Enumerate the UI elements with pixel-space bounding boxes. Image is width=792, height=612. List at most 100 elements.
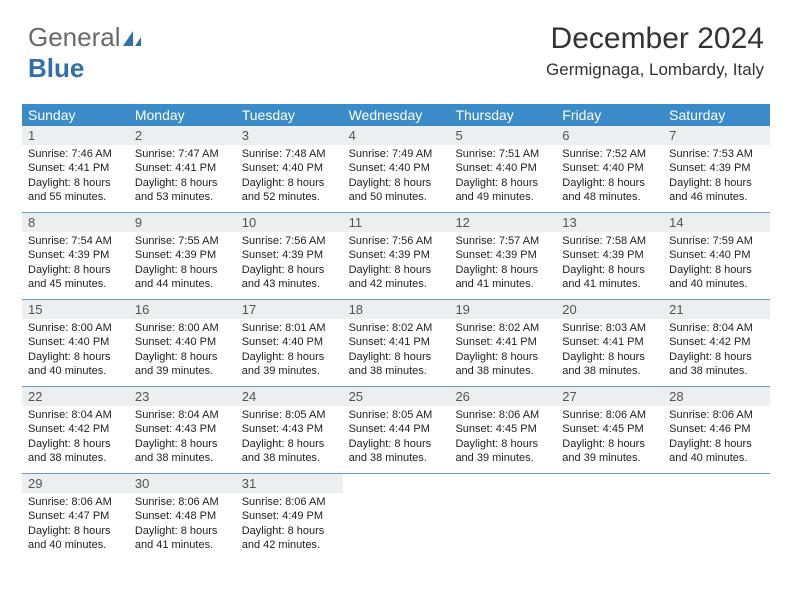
day-cell: 8Sunrise: 7:54 AMSunset: 4:39 PMDaylight… <box>22 213 129 299</box>
week-row: 29Sunrise: 8:06 AMSunset: 4:47 PMDayligh… <box>22 473 770 560</box>
day-line: and 48 minutes. <box>562 190 657 204</box>
day-number: 23 <box>129 387 236 406</box>
day-line: Sunrise: 7:48 AM <box>242 147 337 161</box>
day-line: and 41 minutes. <box>455 277 550 291</box>
day-details: Sunrise: 7:57 AMSunset: 4:39 PMDaylight:… <box>449 232 556 291</box>
day-line: and 40 minutes. <box>28 364 123 378</box>
day-number: 9 <box>129 213 236 232</box>
day-line: Sunset: 4:41 PM <box>349 335 444 349</box>
day-details: Sunrise: 8:00 AMSunset: 4:40 PMDaylight:… <box>129 319 236 378</box>
day-number: 14 <box>663 213 770 232</box>
day-line: and 52 minutes. <box>242 190 337 204</box>
day-details: Sunrise: 7:54 AMSunset: 4:39 PMDaylight:… <box>22 232 129 291</box>
brand-logo: General Blue <box>28 22 143 84</box>
day-line: Sunset: 4:39 PM <box>349 248 444 262</box>
day-line: Sunrise: 8:03 AM <box>562 321 657 335</box>
day-number: 8 <box>22 213 129 232</box>
day-line: Daylight: 8 hours <box>28 524 123 538</box>
day-details: Sunrise: 8:06 AMSunset: 4:48 PMDaylight:… <box>129 493 236 552</box>
day-cell-empty <box>343 474 450 560</box>
day-line: Daylight: 8 hours <box>135 263 230 277</box>
day-number: 17 <box>236 300 343 319</box>
day-details: Sunrise: 8:01 AMSunset: 4:40 PMDaylight:… <box>236 319 343 378</box>
day-line: and 41 minutes. <box>135 538 230 552</box>
day-line: Sunset: 4:41 PM <box>455 335 550 349</box>
week-row: 22Sunrise: 8:04 AMSunset: 4:42 PMDayligh… <box>22 386 770 473</box>
weekday-header: Saturday <box>663 104 770 126</box>
day-line: Sunrise: 8:06 AM <box>242 495 337 509</box>
day-line: and 38 minutes. <box>349 451 444 465</box>
day-number: 11 <box>343 213 450 232</box>
day-line: Sunset: 4:43 PM <box>242 422 337 436</box>
day-number: 25 <box>343 387 450 406</box>
day-line: Sunset: 4:39 PM <box>135 248 230 262</box>
day-line: Sunset: 4:45 PM <box>455 422 550 436</box>
day-details: Sunrise: 7:53 AMSunset: 4:39 PMDaylight:… <box>663 145 770 204</box>
day-line: Sunrise: 7:59 AM <box>669 234 764 248</box>
day-line: Daylight: 8 hours <box>349 437 444 451</box>
weekday-header: Thursday <box>449 104 556 126</box>
day-details: Sunrise: 8:02 AMSunset: 4:41 PMDaylight:… <box>449 319 556 378</box>
day-line: Sunrise: 8:04 AM <box>135 408 230 422</box>
day-number: 30 <box>129 474 236 493</box>
day-cell: 21Sunrise: 8:04 AMSunset: 4:42 PMDayligh… <box>663 300 770 386</box>
day-cell: 22Sunrise: 8:04 AMSunset: 4:42 PMDayligh… <box>22 387 129 473</box>
day-number: 7 <box>663 126 770 145</box>
day-details: Sunrise: 8:05 AMSunset: 4:44 PMDaylight:… <box>343 406 450 465</box>
day-line: Daylight: 8 hours <box>242 263 337 277</box>
day-line: and 40 minutes. <box>669 451 764 465</box>
day-line: Sunset: 4:46 PM <box>669 422 764 436</box>
day-details: Sunrise: 7:59 AMSunset: 4:40 PMDaylight:… <box>663 232 770 291</box>
day-cell: 9Sunrise: 7:55 AMSunset: 4:39 PMDaylight… <box>129 213 236 299</box>
day-line: Daylight: 8 hours <box>135 350 230 364</box>
day-line: Daylight: 8 hours <box>135 524 230 538</box>
day-cell: 7Sunrise: 7:53 AMSunset: 4:39 PMDaylight… <box>663 126 770 212</box>
day-cell: 19Sunrise: 8:02 AMSunset: 4:41 PMDayligh… <box>449 300 556 386</box>
day-number: 31 <box>236 474 343 493</box>
day-line: Sunrise: 7:47 AM <box>135 147 230 161</box>
day-line: Sunset: 4:39 PM <box>455 248 550 262</box>
title-block: December 2024 Germignaga, Lombardy, Ital… <box>546 22 764 80</box>
day-line: Daylight: 8 hours <box>242 524 337 538</box>
day-line: Sunrise: 7:57 AM <box>455 234 550 248</box>
day-line: Daylight: 8 hours <box>455 176 550 190</box>
day-line: and 46 minutes. <box>669 190 764 204</box>
day-line: Daylight: 8 hours <box>242 350 337 364</box>
day-cell: 10Sunrise: 7:56 AMSunset: 4:39 PMDayligh… <box>236 213 343 299</box>
day-number: 13 <box>556 213 663 232</box>
day-line: Sunrise: 8:01 AM <box>242 321 337 335</box>
week-row: 1Sunrise: 7:46 AMSunset: 4:41 PMDaylight… <box>22 126 770 212</box>
day-line: Daylight: 8 hours <box>349 263 444 277</box>
day-details: Sunrise: 7:46 AMSunset: 4:41 PMDaylight:… <box>22 145 129 204</box>
brand-sail-icon <box>121 28 143 48</box>
day-number: 20 <box>556 300 663 319</box>
day-details: Sunrise: 7:56 AMSunset: 4:39 PMDaylight:… <box>236 232 343 291</box>
day-line: Daylight: 8 hours <box>28 263 123 277</box>
day-line: Sunrise: 8:04 AM <box>28 408 123 422</box>
day-line: Sunset: 4:41 PM <box>28 161 123 175</box>
month-title: December 2024 <box>546 22 764 56</box>
day-number: 21 <box>663 300 770 319</box>
weekday-header: Friday <box>556 104 663 126</box>
day-cell: 16Sunrise: 8:00 AMSunset: 4:40 PMDayligh… <box>129 300 236 386</box>
day-line: Sunrise: 8:06 AM <box>455 408 550 422</box>
weekday-header: Wednesday <box>343 104 450 126</box>
day-line: Daylight: 8 hours <box>562 176 657 190</box>
day-line: Sunrise: 8:05 AM <box>242 408 337 422</box>
day-details: Sunrise: 8:06 AMSunset: 4:45 PMDaylight:… <box>449 406 556 465</box>
weekday-header: Monday <box>129 104 236 126</box>
brand-part2: Blue <box>28 53 84 83</box>
day-number: 10 <box>236 213 343 232</box>
day-line: and 38 minutes. <box>242 451 337 465</box>
day-line: Sunrise: 7:58 AM <box>562 234 657 248</box>
day-details: Sunrise: 7:56 AMSunset: 4:39 PMDaylight:… <box>343 232 450 291</box>
day-cell: 31Sunrise: 8:06 AMSunset: 4:49 PMDayligh… <box>236 474 343 560</box>
day-line: Sunrise: 7:51 AM <box>455 147 550 161</box>
day-line: Daylight: 8 hours <box>669 437 764 451</box>
day-line: Sunset: 4:40 PM <box>242 161 337 175</box>
day-line: Sunrise: 7:56 AM <box>349 234 444 248</box>
day-line: and 50 minutes. <box>349 190 444 204</box>
day-line: Daylight: 8 hours <box>135 437 230 451</box>
day-line: and 38 minutes. <box>349 364 444 378</box>
day-line: and 41 minutes. <box>562 277 657 291</box>
